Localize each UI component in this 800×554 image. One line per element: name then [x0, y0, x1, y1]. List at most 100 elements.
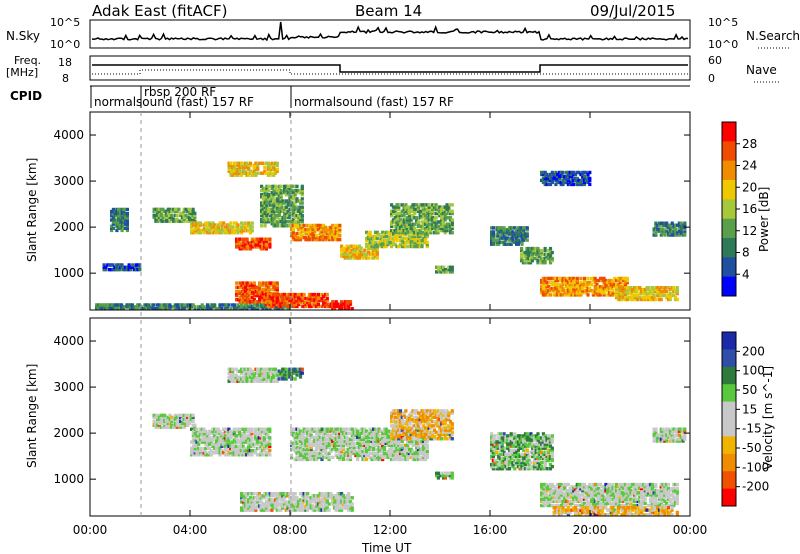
cell-band-7	[290, 195, 294, 199]
cell-band-8	[243, 300, 248, 304]
cell-band-19	[634, 295, 638, 300]
cell-band-1	[211, 431, 215, 436]
cell-band-13	[416, 240, 420, 245]
cell-band-2	[111, 226, 115, 230]
cell-band-5	[377, 433, 381, 437]
cell-band-9	[279, 302, 283, 307]
cell-band-2	[245, 379, 249, 383]
cell-band-5	[243, 245, 247, 249]
cell-band-0	[197, 307, 201, 311]
cell-band-0	[187, 419, 192, 423]
cell-band-19	[672, 289, 676, 294]
cell-band-6	[393, 437, 397, 441]
cell-band-11	[295, 235, 299, 240]
cell-band-15	[442, 270, 446, 274]
cell-band-6	[229, 163, 233, 167]
cell-band-21	[543, 178, 547, 183]
cell-band-4	[204, 221, 208, 225]
cell-band-6	[247, 163, 251, 167]
cell-band-1	[214, 429, 219, 434]
cell-band-1	[218, 436, 222, 440]
cell-band-13	[388, 234, 392, 239]
cell-band-1	[227, 436, 231, 440]
cell-band-14	[390, 222, 394, 226]
cell-band-2	[125, 207, 129, 212]
cell-band-1	[252, 442, 256, 446]
cell-band-0	[220, 303, 224, 307]
cell-band-1	[225, 442, 229, 446]
cell-band-4	[279, 508, 283, 512]
cell-band-7	[288, 197, 292, 201]
cell-band-4	[247, 221, 251, 225]
cell-band-14	[443, 205, 447, 209]
cell-band-0	[163, 415, 167, 419]
cell-band-19	[629, 291, 633, 296]
cell-band-7	[270, 207, 274, 211]
cell-band-4	[197, 227, 201, 231]
cell-band-4	[195, 221, 199, 225]
cell-band-13	[400, 240, 404, 245]
cell-band-5	[315, 451, 319, 456]
cell-band-6	[240, 161, 244, 165]
cell-band-21	[573, 172, 578, 177]
cell-band-18	[547, 285, 551, 289]
cell-band-5	[393, 443, 397, 447]
cell-band-1	[202, 429, 206, 434]
cell-band-5	[329, 427, 333, 431]
cell-band-13	[365, 236, 369, 241]
cell-band-19	[666, 286, 670, 290]
cell-band-4	[216, 227, 220, 231]
cell-band-5	[375, 439, 379, 443]
cell-band-12	[375, 252, 379, 256]
cell-band-8	[252, 287, 256, 292]
cell-band-17	[523, 254, 527, 259]
cell-band-14	[400, 203, 404, 207]
cell-band-16	[504, 232, 508, 236]
cell-band-5	[268, 245, 272, 249]
cell-band-5	[370, 441, 374, 445]
cell-band-9	[270, 296, 274, 301]
cell-band-3	[175, 213, 179, 217]
cell-band-3	[186, 209, 190, 213]
cell-band-2	[234, 373, 238, 377]
cell-band-5	[366, 443, 370, 447]
cell-band-1	[229, 451, 233, 455]
cell-band-14	[404, 209, 408, 213]
cell-band-14	[415, 220, 419, 224]
cell-band-1	[115, 263, 119, 267]
cell-band-0	[211, 303, 215, 307]
cell-band-5	[293, 427, 297, 431]
cell-band-4	[222, 229, 226, 233]
cell-band-5	[313, 439, 317, 443]
cell-band-5	[395, 443, 399, 447]
cell-band-10	[331, 300, 335, 304]
cell-band-16	[511, 226, 515, 230]
cell-band-9	[311, 302, 315, 307]
cell-band-5	[240, 245, 244, 249]
cell-band-11	[295, 223, 299, 228]
cell-band-5	[334, 453, 338, 458]
cell-band-6	[275, 163, 279, 167]
cell-band-5	[295, 427, 299, 431]
cell-band-3	[293, 367, 297, 371]
cell-band-21	[552, 176, 556, 181]
cell-band-18	[579, 285, 583, 289]
cell-band-16	[502, 228, 506, 232]
cell-band-18	[543, 278, 547, 283]
cell-band-7	[293, 188, 297, 193]
cell-band-5	[249, 247, 253, 251]
cell-band-5	[411, 457, 415, 462]
cell-band-1	[202, 451, 206, 455]
cell-band-6	[229, 171, 233, 175]
cell-band-5	[298, 429, 303, 433]
cell-band-5	[306, 449, 310, 454]
cell-band-4	[277, 508, 281, 512]
cell-band-14	[415, 218, 419, 222]
cell-band-5	[406, 455, 410, 460]
cell-band-20	[677, 221, 681, 225]
cell-band-1	[127, 265, 131, 269]
cell-band-1	[213, 444, 217, 448]
cell-band-11	[322, 233, 326, 238]
freq-panel: Freq. [MHz] 18 8 60 0 Nave	[6, 54, 780, 85]
cell-band-21	[584, 178, 588, 183]
